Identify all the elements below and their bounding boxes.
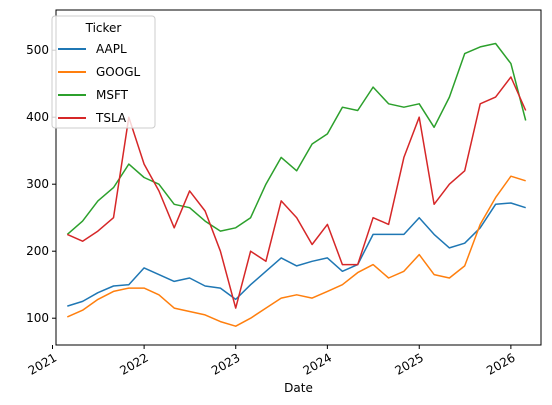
legend-label-aapl: AAPL [96,42,127,56]
series-layer [66,42,527,327]
series-line-googl [66,175,526,327]
series-line-aapl [67,202,526,307]
y-tick-label: 200 [26,244,49,258]
y-tick-label: 300 [26,177,49,191]
plot-frame [55,9,542,346]
y-tick-label: 500 [26,43,49,57]
y-tick-label: 100 [26,311,49,325]
legend-items: AAPL GOOGL MSFT TSLA [58,42,140,125]
y-tick-label: 400 [26,110,49,124]
legend-label-tsla: TSLA [95,111,127,125]
series-line-tsla [66,76,527,309]
x-axis-label: Date [284,381,313,395]
plot-area [55,9,542,346]
series-line-msft [66,42,527,235]
legend: Ticker AAPL GOOGL MSFT TSLA [51,15,156,129]
legend-label-msft: MSFT [96,88,129,102]
legend-title: Ticker [85,21,122,35]
legend-box [51,15,156,129]
y-axis: 100 200 300 400 500 [26,43,56,325]
legend-label-googl: GOOGL [96,65,140,79]
